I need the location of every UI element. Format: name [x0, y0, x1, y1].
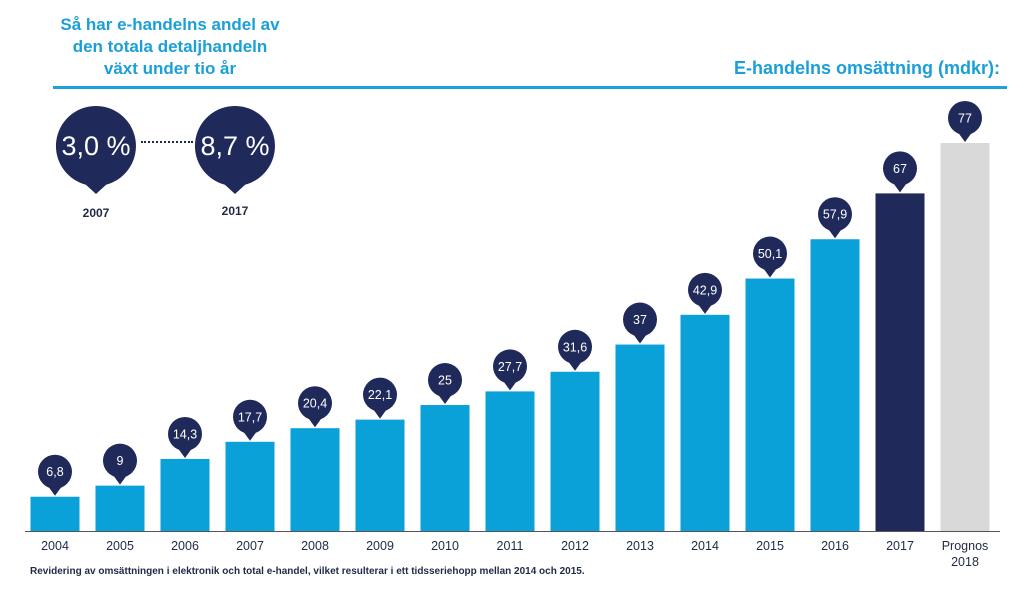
- value-label: 9: [117, 454, 124, 468]
- bar: [485, 391, 535, 531]
- bar: [810, 239, 860, 532]
- value-label: 31,6: [563, 340, 587, 354]
- share-year: 2007: [82, 206, 110, 220]
- bar: [95, 485, 145, 531]
- value-marker-tail: [892, 181, 908, 193]
- bar: [615, 344, 665, 531]
- value-marker-tail: [827, 227, 843, 239]
- value-label: 17,7: [238, 410, 262, 424]
- value-marker: [363, 377, 397, 412]
- value-marker: [623, 302, 657, 337]
- share-marker-2007: 3,0 %: [55, 106, 136, 194]
- value-marker-tail: [567, 359, 583, 371]
- bar: [30, 496, 80, 531]
- value-marker: [688, 272, 722, 307]
- value-marker-tail: [697, 302, 713, 314]
- share-value: 3,0 %: [61, 131, 130, 161]
- headline-line: växt under tio år: [103, 59, 237, 78]
- value-marker-tail: [242, 429, 258, 441]
- value-label: 27,7: [498, 360, 522, 374]
- value-label: 42,9: [693, 283, 717, 297]
- value-marker-tail: [437, 393, 453, 405]
- value-label: 6,8: [46, 465, 63, 479]
- share-pin-tail: [223, 183, 247, 194]
- value-label: 77: [958, 112, 972, 126]
- value-label: 22,1: [368, 388, 392, 402]
- bar: [680, 314, 730, 531]
- headline: Så har e-handelns andel av den totala de…: [40, 14, 300, 80]
- header-divider: [53, 86, 1007, 89]
- share-connector: [141, 141, 193, 143]
- x-tick-label: 2010: [431, 539, 459, 553]
- share-year: 2017: [221, 204, 249, 218]
- share-pin-tail: [84, 183, 108, 194]
- bar: [225, 441, 275, 531]
- bar: [355, 419, 405, 531]
- value-marker: [753, 236, 787, 271]
- value-label: 37: [633, 313, 647, 327]
- value-marker-tail: [372, 407, 388, 419]
- value-marker-tail: [632, 332, 648, 344]
- value-label: 14,3: [173, 427, 197, 441]
- value-marker-tail: [502, 379, 518, 391]
- share-value: 8,7 %: [200, 131, 269, 161]
- bar: [290, 428, 340, 531]
- share-pin: [55, 106, 136, 186]
- value-marker: [103, 443, 137, 478]
- x-tick-label: 2007: [236, 539, 264, 553]
- value-marker: [298, 386, 332, 421]
- x-tick-label: 2013: [626, 539, 654, 553]
- x-tick-label: 2016: [821, 539, 849, 553]
- value-marker-tail: [957, 131, 973, 142]
- x-tick-label: 2009: [366, 539, 394, 553]
- value-marker-tail: [177, 446, 193, 458]
- x-tick-label: 2015: [756, 539, 784, 553]
- value-marker-tail: [112, 473, 128, 485]
- x-tick-label: 2011: [497, 539, 524, 553]
- share-marker-2017: 8,7 %: [194, 106, 275, 194]
- value-marker: [428, 363, 462, 398]
- value-marker-tail: [47, 484, 63, 496]
- bar: [940, 143, 990, 531]
- value-marker: [233, 399, 267, 434]
- headline-line: Så har e-handelns andel av: [60, 15, 280, 34]
- bar: [160, 458, 210, 531]
- value-marker: [883, 151, 917, 186]
- x-tick-label: Prognos: [942, 539, 989, 553]
- x-tick-label: 2014: [691, 539, 719, 553]
- x-tick-label: 2008: [301, 539, 329, 553]
- x-tick-label: 2012: [561, 539, 589, 553]
- x-tick-label: 2017: [886, 539, 914, 553]
- value-marker-tail: [762, 266, 778, 278]
- bar: [745, 278, 795, 531]
- bar: [550, 371, 600, 531]
- x-tick-label: 2004: [41, 539, 69, 553]
- value-label: 67: [893, 162, 907, 176]
- headline-line: den totala detaljhandeln: [72, 37, 268, 56]
- value-marker: [493, 349, 527, 384]
- value-label: 57,9: [823, 208, 847, 222]
- bar: [420, 405, 470, 531]
- value-marker-tail: [307, 416, 323, 428]
- share-pin: [194, 106, 275, 186]
- value-marker: [168, 416, 202, 451]
- value-label: 20,4: [303, 397, 327, 411]
- value-marker: [558, 329, 592, 364]
- x-tick-label: 2005: [106, 539, 134, 553]
- value-label: 25: [438, 374, 452, 388]
- value-marker: [38, 454, 72, 489]
- value-marker: [818, 197, 852, 232]
- value-marker: [948, 101, 982, 135]
- value-label: 50,1: [758, 247, 782, 261]
- x-tick-label: 2018: [951, 555, 979, 569]
- chart-title: E-handelns omsättning (mdkr):: [733, 58, 1000, 78]
- x-tick-label: 2006: [171, 539, 199, 553]
- footnote: Revidering av omsättningen i elektronik …: [30, 566, 585, 577]
- bar: [875, 193, 925, 531]
